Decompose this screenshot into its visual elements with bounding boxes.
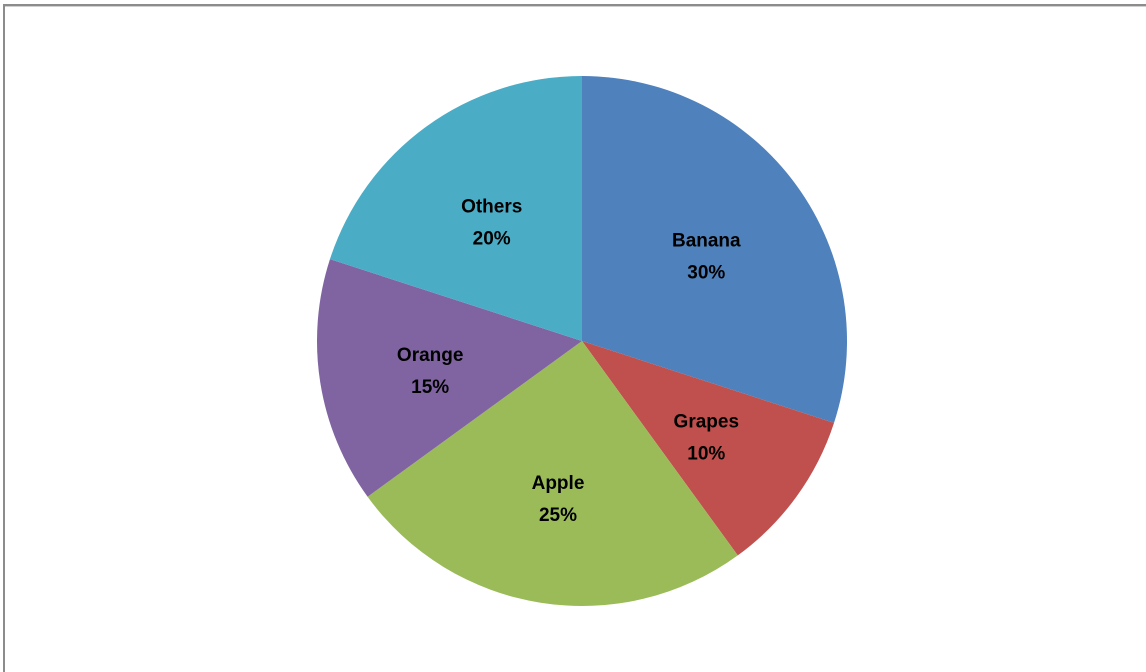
slice-percent-banana: 30% xyxy=(687,263,725,284)
slice-label-orange: Orange xyxy=(397,345,464,366)
slice-label-banana: Banana xyxy=(672,231,741,252)
slice-label-apple: Apple xyxy=(532,473,585,494)
slice-label-grapes: Grapes xyxy=(674,411,739,432)
pie-slice-banana xyxy=(582,76,848,423)
pie-slice-orange xyxy=(317,259,582,497)
pie-slices xyxy=(317,76,848,606)
pie-slice-apple xyxy=(367,341,738,606)
slice-label-others: Others xyxy=(461,197,522,218)
slice-percent-apple: 25% xyxy=(539,505,577,526)
pie-slice-grapes xyxy=(582,341,835,556)
pie-slice-others xyxy=(329,76,582,341)
pie-labels: Banana 30% Grapes 10% Apple 25% Orange 15% Other… xyxy=(397,197,741,526)
slice-percent-grapes: 10% xyxy=(687,443,725,464)
slice-percent-orange: 15% xyxy=(411,377,449,398)
slice-percent-others: 20% xyxy=(473,229,511,250)
